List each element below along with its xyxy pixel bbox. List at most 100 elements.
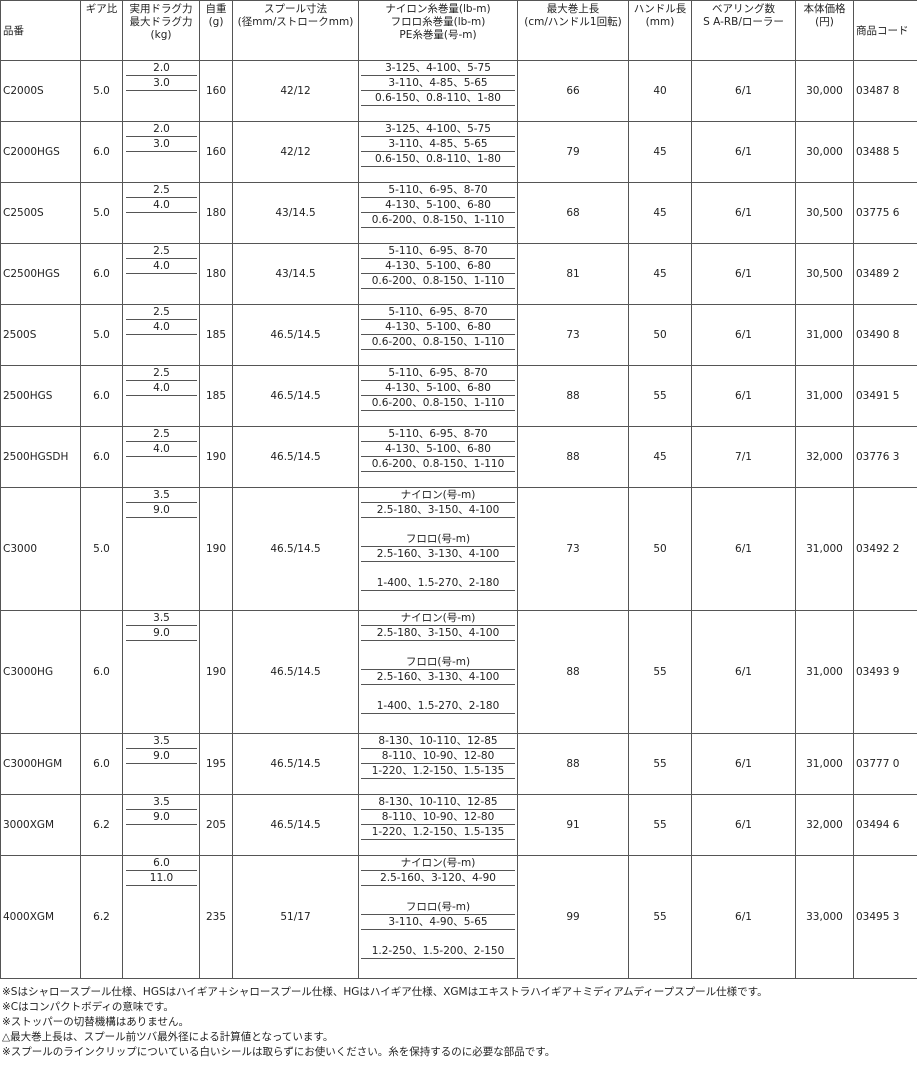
drag-value: 2.5 (126, 305, 197, 320)
weight-cell: 205 (199, 794, 233, 856)
line-capacity: フロロ(号-m) (361, 655, 515, 670)
price-cell: 31,000 (795, 304, 854, 366)
code-cell: 03487 8 (853, 60, 917, 122)
line-capacity-cell: ナイロン(号-m) 2.5-160、3-120、4-90 フロロ(号-m) 3-110… (358, 855, 518, 979)
header-cell: ギア比 (80, 0, 123, 61)
drag-cell: 3.5 9.0 (122, 487, 200, 611)
spool-cell: 42/12 (232, 60, 359, 122)
weight-cell: 190 (199, 487, 233, 611)
table-row: 2500HGS 6.0 2.5 4.0 185 46.5/14.5 5-110、6-95、8… (0, 365, 917, 427)
header-cell: ナイロン糸巻量(lb-m) フロロ糸巻量(lb-m) PE糸巻量(号-m) (358, 0, 518, 61)
line-capacity-cell: 8-130、10-110、12-85 8-110、10-90、12-80 1-220… (358, 794, 518, 856)
note: ※Cはコンパクトボディの意味です。 (2, 1001, 174, 1013)
weight-cell: 180 (199, 243, 233, 305)
max-cell: 79 (517, 121, 629, 183)
line-capacity: 8-110、10-90、12-80 (361, 810, 515, 825)
line-capacity: 8-130、10-110、12-85 (361, 795, 515, 810)
bearing-cell: 6/1 (691, 60, 796, 122)
handle-cell: 45 (628, 243, 692, 305)
drag-value: 3.5 (126, 795, 197, 810)
line-capacity: 4-130、5-100、6-80 (361, 198, 515, 213)
table-row: C2000HGS 6.0 2.0 3.0 160 42/12 3-125、4-100、5-7… (0, 121, 917, 183)
drag-cell: 3.5 9.0 (122, 733, 200, 795)
line-capacity: 5-110、6-95、8-70 (361, 305, 515, 320)
gear-cell: 6.0 (80, 733, 123, 795)
line-capacity: 3-110、4-85、5-65 (361, 137, 515, 152)
note: ※ストッパーの切替機構はありません。 (2, 1016, 189, 1028)
spec-table: 品番 ギア比 実用ドラグ力 最大ドラグ力 (kg) 自重 (g) スプール寸法 (径mm… (0, 0, 917, 979)
weight-cell: 185 (199, 365, 233, 427)
model-cell: C2000HGS (0, 121, 81, 183)
model-cell: 4000XGM (0, 855, 81, 979)
bearing-cell: 7/1 (691, 426, 796, 488)
drag-value: 9.0 (126, 810, 197, 825)
line-capacity: フロロ(号-m) (361, 900, 515, 915)
handle-cell: 45 (628, 426, 692, 488)
table-row: C2000S 5.0 2.0 3.0 160 42/12 3-125、4-100、5-75 3… (0, 60, 917, 122)
drag-cell: 3.5 9.0 (122, 794, 200, 856)
line-capacity: 0.6-150、0.8-110、1-80 (361, 152, 515, 167)
model-cell: C2500HGS (0, 243, 81, 305)
line-capacity: 4-130、5-100、6-80 (361, 381, 515, 396)
drag-value: 2.5 (126, 244, 197, 259)
line-capacity: 3-110、4-90、5-65 (361, 915, 515, 930)
model-cell: 3000XGM (0, 794, 81, 856)
line-capacity: 0.6-200、0.8-150、1-110 (361, 274, 515, 289)
code-cell: 03775 6 (853, 182, 917, 244)
spool-cell: 51/17 (232, 855, 359, 979)
line-capacity-cell: 5-110、6-95、8-70 4-130、5-100、6-80 0.6-200、0… (358, 304, 518, 366)
line-capacity-cell: 5-110、6-95、8-70 4-130、5-100、6-80 0.6-200、0… (358, 182, 518, 244)
drag-value: 3.0 (126, 137, 197, 152)
line-capacity: ナイロン(号-m) (361, 856, 515, 871)
drag-cell: 2.5 4.0 (122, 426, 200, 488)
handle-cell: 55 (628, 733, 692, 795)
header-cell: スプール寸法 (径mm/ストロークmm) (232, 0, 359, 61)
drag-value: 2.0 (126, 61, 197, 76)
line-capacity-cell: 5-110、6-95、8-70 4-130、5-100、6-80 0.6-200、0… (358, 365, 518, 427)
drag-value: 6.0 (126, 856, 197, 871)
line-capacity: 0.6-150、0.8-110、1-80 (361, 91, 515, 106)
line-capacity: フロロ(号-m) (361, 532, 515, 547)
line-capacity: 4-130、5-100、6-80 (361, 442, 515, 457)
max-cell: 68 (517, 182, 629, 244)
max-cell: 73 (517, 487, 629, 611)
line-capacity: 1-220、1.2-150、1.5-135 (361, 764, 515, 779)
gear-cell: 6.2 (80, 794, 123, 856)
max-cell: 73 (517, 304, 629, 366)
bearing-cell: 6/1 (691, 304, 796, 366)
model-cell: 2500S (0, 304, 81, 366)
table-row: 2500S 5.0 2.5 4.0 185 46.5/14.5 5-110、6-95、8-7… (0, 304, 917, 366)
line-capacity-cell: 5-110、6-95、8-70 4-130、5-100、6-80 0.6-200、0… (358, 243, 518, 305)
price-cell: 31,000 (795, 365, 854, 427)
gear-cell: 6.0 (80, 426, 123, 488)
bearing-cell: 6/1 (691, 121, 796, 183)
table-row: C2500S 5.0 2.5 4.0 180 43/14.5 5-110、6-95、8-70… (0, 182, 917, 244)
line-capacity: 2.5-180、3-150、4-100 (361, 626, 515, 641)
spool-cell: 46.5/14.5 (232, 304, 359, 366)
drag-value: 3.5 (126, 611, 197, 626)
handle-cell: 50 (628, 487, 692, 611)
line-capacity-cell: 3-125、4-100、5-75 3-110、4-85、5-65 0.6-150、0… (358, 121, 518, 183)
gear-cell: 6.0 (80, 121, 123, 183)
price-cell: 30,500 (795, 182, 854, 244)
header-cell: ハンドル長 (mm) (628, 0, 692, 61)
price-cell: 32,000 (795, 794, 854, 856)
drag-cell: 6.0 11.0 (122, 855, 200, 979)
model-cell: 2500HGS (0, 365, 81, 427)
weight-cell: 185 (199, 304, 233, 366)
line-capacity: 0.6-200、0.8-150、1-110 (361, 335, 515, 350)
drag-cell: 2.0 3.0 (122, 60, 200, 122)
drag-cell: 2.5 4.0 (122, 365, 200, 427)
bearing-cell: 6/1 (691, 487, 796, 611)
spool-cell: 46.5/14.5 (232, 733, 359, 795)
line-capacity-cell: ナイロン(号-m) 2.5-180、3-150、4-100 フロロ(号-m) 2.5-… (358, 610, 518, 734)
gear-cell: 6.0 (80, 610, 123, 734)
note: △最大巻上長は、スプール前ツバ最外径による計算値となっています。 (2, 1031, 334, 1043)
line-capacity: 8-130、10-110、12-85 (361, 734, 515, 749)
table-row: 3000XGM 6.2 3.5 9.0 205 46.5/14.5 8-130、10-110… (0, 794, 917, 856)
weight-cell: 190 (199, 426, 233, 488)
line-capacity-cell: 8-130、10-110、12-85 8-110、10-90、12-80 1-220… (358, 733, 518, 795)
table-row: C3000HG 6.0 3.5 9.0 190 46.5/14.5 ナイロン(号-m) 2.5… (0, 610, 917, 734)
model-cell: 2500HGSDH (0, 426, 81, 488)
bearing-cell: 6/1 (691, 855, 796, 979)
